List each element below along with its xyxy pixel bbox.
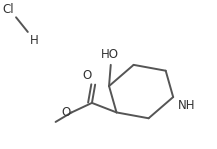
Text: H: H [30, 34, 39, 47]
Text: NH: NH [178, 99, 195, 112]
Text: O: O [61, 106, 71, 119]
Text: Cl: Cl [2, 3, 14, 16]
Text: HO: HO [101, 48, 119, 61]
Text: O: O [82, 69, 92, 82]
